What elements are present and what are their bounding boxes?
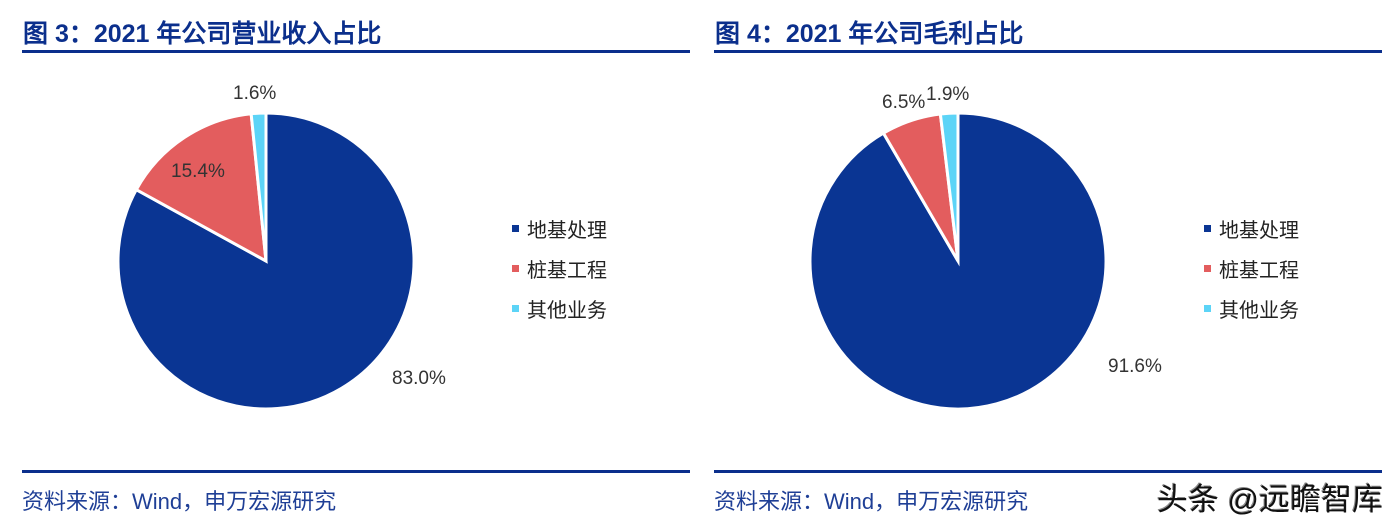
pie-slice-其他业务 (938, 111, 960, 262)
legend-label: 其他业务 (1219, 299, 1299, 322)
pie-slice-桩基工程 (134, 112, 268, 264)
data-label: 1.6% (233, 83, 277, 104)
legend-label: 桩基工程 (1219, 259, 1299, 282)
legend-item: 地基处理 (1204, 208, 1299, 248)
legend-item: 其他业务 (512, 288, 607, 328)
legend-label: 桩基工程 (527, 259, 607, 282)
chart-panel-revenue: 图 3：2021 年公司营业收入占比 1.6% 15.4% 83.0% 地基处理… (0, 0, 690, 522)
data-label: 15.4% (171, 161, 225, 182)
legend-item: 桩基工程 (1204, 248, 1299, 288)
legend-swatch (512, 224, 519, 232)
chart-title: 图 3：2021 年公司营业收入占比 (23, 20, 382, 48)
chart-title: 图 4：2021 年公司毛利占比 (715, 20, 1024, 48)
source-rule (714, 470, 1382, 473)
pie-svg (808, 111, 1108, 411)
legend-item: 地基处理 (512, 208, 607, 248)
legend-swatch (512, 304, 519, 312)
data-label: 91.6% (1108, 356, 1162, 377)
source-note: 资料来源：Wind，申万宏源研究 (22, 489, 337, 514)
title-rule (714, 50, 1382, 53)
data-label: 1.9% (926, 84, 970, 105)
chart-panel-gross-profit: 图 4：2021 年公司毛利占比 6.5% 1.9% 91.6% 地基处理桩基工… (692, 0, 1382, 522)
legend: 地基处理桩基工程其他业务 (512, 208, 607, 328)
legend: 地基处理桩基工程其他业务 (1204, 208, 1299, 328)
legend-item: 桩基工程 (512, 248, 607, 288)
title-rule (22, 50, 690, 53)
data-label: 83.0% (392, 368, 446, 389)
legend-item: 其他业务 (1204, 288, 1299, 328)
legend-swatch (1204, 304, 1211, 312)
source-rule (22, 470, 690, 473)
source-note: 资料来源：Wind，申万宏源研究 (714, 489, 1029, 514)
watermark: 头条 @远瞻智库 (1156, 482, 1383, 517)
legend-label: 地基处理 (1219, 219, 1299, 242)
legend-swatch (1204, 224, 1211, 232)
legend-swatch (1204, 264, 1211, 272)
pie-slice-其他业务 (249, 111, 268, 262)
legend-label: 地基处理 (527, 219, 607, 242)
legend-label: 其他业务 (527, 299, 607, 322)
pie-svg (116, 111, 416, 411)
legend-swatch (512, 264, 519, 272)
data-label: 6.5% (882, 92, 926, 113)
